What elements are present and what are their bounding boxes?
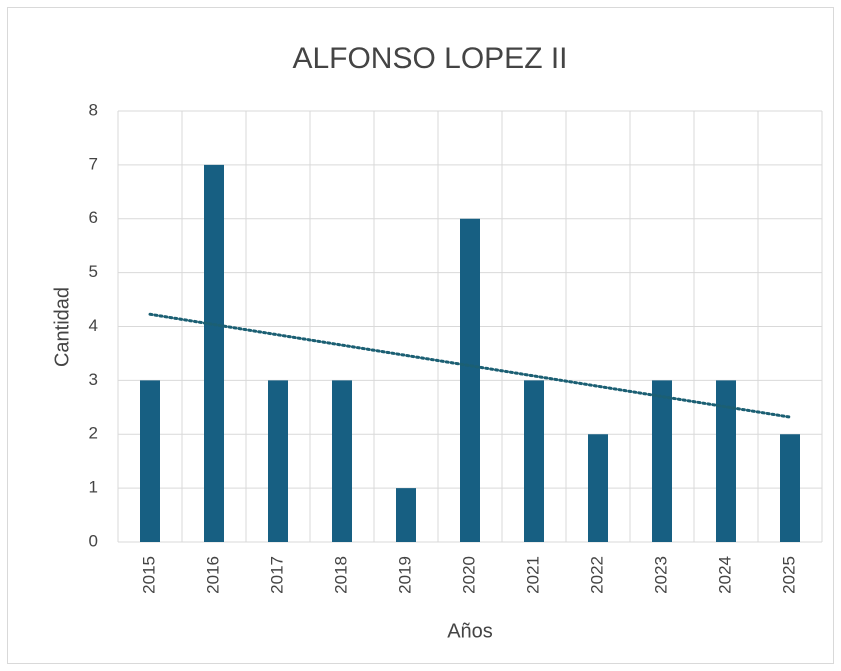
y-axis-label: Cantidad: [51, 287, 73, 367]
bar: [268, 380, 288, 542]
x-tick-label: 2019: [395, 556, 414, 594]
y-tick-label: 4: [89, 316, 98, 335]
bar: [204, 164, 224, 542]
x-tick-label: 2015: [139, 556, 158, 594]
x-tick-label: 2025: [779, 556, 798, 594]
x-tick-label: 2018: [331, 556, 350, 594]
bar: [588, 434, 608, 542]
bar: [716, 380, 736, 542]
trendline: [148, 312, 792, 419]
x-tick-label: 2020: [459, 556, 478, 594]
y-tick-label: 1: [89, 478, 98, 497]
bar: [332, 380, 352, 542]
y-tick-label: 0: [89, 531, 98, 550]
y-tick-label: 8: [89, 100, 98, 119]
y-tick-label: 3: [89, 370, 98, 389]
x-tick-label: 2017: [267, 556, 286, 594]
bar: [524, 380, 544, 542]
y-tick-label: 6: [89, 208, 98, 227]
bar: [396, 488, 416, 542]
bar: [140, 380, 160, 542]
x-axis-label: Años: [447, 620, 493, 642]
bar: [460, 218, 480, 542]
chart-border: [7, 7, 834, 664]
y-tick-label: 2: [89, 424, 98, 443]
bar: [652, 380, 672, 542]
chart-title: ALFONSO LOPEZ II: [292, 42, 567, 75]
bar: [780, 434, 800, 542]
x-tick-label: 2021: [523, 556, 542, 594]
x-tick-label: 2024: [715, 556, 734, 594]
x-tick-label: 2022: [587, 556, 606, 594]
y-tick-label: 7: [89, 154, 98, 173]
y-tick-label: 5: [89, 262, 98, 281]
x-tick-label: 2023: [651, 556, 670, 594]
x-tick-label: 2016: [203, 556, 222, 594]
